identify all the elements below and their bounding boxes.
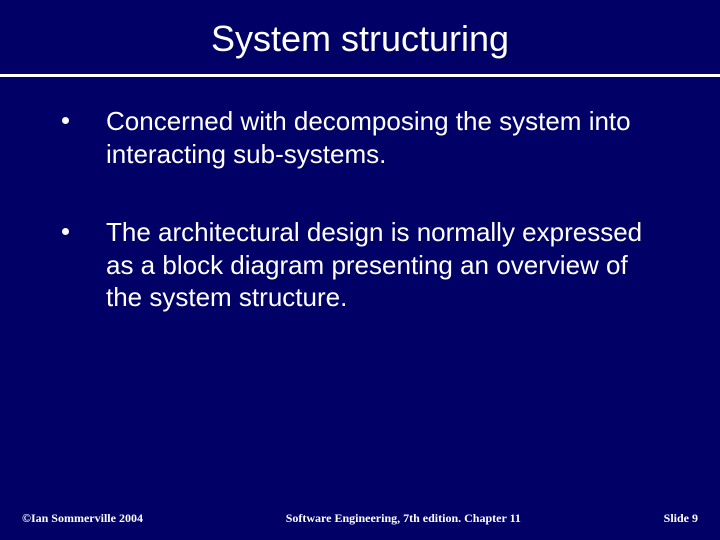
bullet-item: The architectural design is normally exp…: [52, 216, 668, 314]
bullet-list: Concerned with decomposing the system in…: [52, 105, 668, 314]
bullet-text: Concerned with decomposing the system in…: [106, 106, 631, 169]
title-area: System structuring: [0, 0, 720, 68]
slide: System structuring Concerned with decomp…: [0, 0, 720, 540]
footer-left: ©Ian Sommerville 2004: [22, 511, 143, 526]
body-area: Concerned with decomposing the system in…: [0, 77, 720, 540]
bullet-icon: [62, 228, 69, 235]
bullet-icon: [62, 117, 69, 124]
footer-area: ©Ian Sommerville 2004 Software Engineeri…: [0, 511, 720, 526]
footer-center: Software Engineering, 7th edition. Chapt…: [143, 511, 664, 526]
bullet-item: Concerned with decomposing the system in…: [52, 105, 668, 170]
slide-title: System structuring: [0, 18, 720, 60]
bullet-text: The architectural design is normally exp…: [106, 217, 642, 312]
footer-right: Slide 9: [664, 511, 698, 526]
